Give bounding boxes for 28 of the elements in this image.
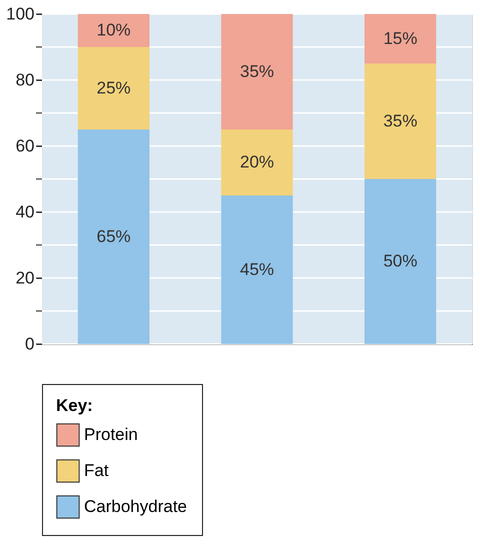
data-label: 50% xyxy=(383,252,418,270)
bar xyxy=(221,130,293,196)
data-label: 35% xyxy=(383,111,418,130)
data-label: 35% xyxy=(240,62,274,81)
legend-title: Key: xyxy=(56,396,93,415)
data-label: 10% xyxy=(96,20,131,40)
data-label: 65% xyxy=(96,226,131,246)
bar xyxy=(221,14,293,130)
y-tick-label: 100 xyxy=(6,4,34,24)
y-tick-label: 20 xyxy=(16,268,34,288)
data-label: 15% xyxy=(383,28,418,48)
legend-label: Carbohydrate xyxy=(84,497,188,516)
legend-label: Fat xyxy=(84,461,109,480)
bar xyxy=(221,196,293,344)
y-tick-label: 0 xyxy=(25,334,34,354)
bar xyxy=(78,14,150,47)
legend-label: Protein xyxy=(84,425,138,444)
bar xyxy=(364,14,436,64)
y-tick-label: 60 xyxy=(16,136,34,156)
bar xyxy=(364,64,436,179)
y-tick-label: 40 xyxy=(16,202,34,222)
data-label: 25% xyxy=(96,78,131,98)
y-tick-label: 80 xyxy=(16,70,34,90)
bar xyxy=(78,47,150,130)
data-label: 20% xyxy=(240,152,274,172)
bar xyxy=(78,130,150,344)
data-label: 45% xyxy=(240,260,274,279)
bar xyxy=(364,179,436,344)
